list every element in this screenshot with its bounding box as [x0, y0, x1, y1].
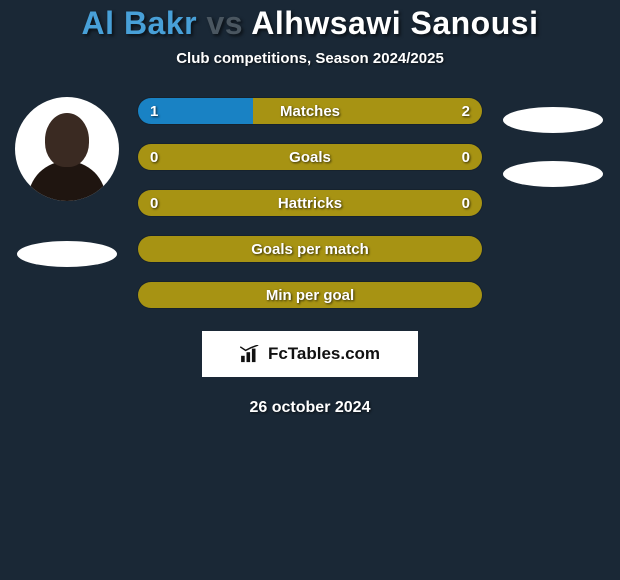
player2-column [501, 97, 605, 187]
bar-label: Min per goal [138, 282, 482, 308]
stat-bars: 12Matches 00Goals 00Hattricks Goals per mat… [137, 97, 483, 309]
bar-label: Goals per match [138, 236, 482, 262]
bar-label: Matches [138, 98, 482, 124]
player2-flag [503, 107, 603, 133]
subtitle: Club competitions, Season 2024/2025 [0, 50, 620, 67]
player2-name: Alhwsawi Sanousi [251, 5, 538, 41]
player1-name: Al Bakr [82, 5, 198, 41]
stat-bar: 00Hattricks [137, 189, 483, 217]
title: Al Bakr vs Alhwsawi Sanousi [0, 5, 620, 42]
stat-bar: Min per goal [137, 281, 483, 309]
date: 26 october 2024 [0, 399, 620, 417]
bar-label: Goals [138, 144, 482, 170]
bar-chart-icon [240, 345, 262, 363]
brand-badge: FcTables.com [202, 331, 418, 377]
brand-text: FcTables.com [268, 344, 380, 364]
comparison-card: Al Bakr vs Alhwsawi Sanousi Club competi… [0, 0, 620, 417]
player1-avatar [15, 97, 119, 201]
player1-column [15, 97, 119, 267]
vs-text: vs [206, 5, 243, 41]
stat-bar: 00Goals [137, 143, 483, 171]
main-row: 12Matches 00Goals 00Hattricks Goals per mat… [0, 97, 620, 309]
stat-bar: 12Matches [137, 97, 483, 125]
player2-flag-2 [503, 161, 603, 187]
bar-label: Hattricks [138, 190, 482, 216]
player1-flag [17, 241, 117, 267]
stat-bar: Goals per match [137, 235, 483, 263]
